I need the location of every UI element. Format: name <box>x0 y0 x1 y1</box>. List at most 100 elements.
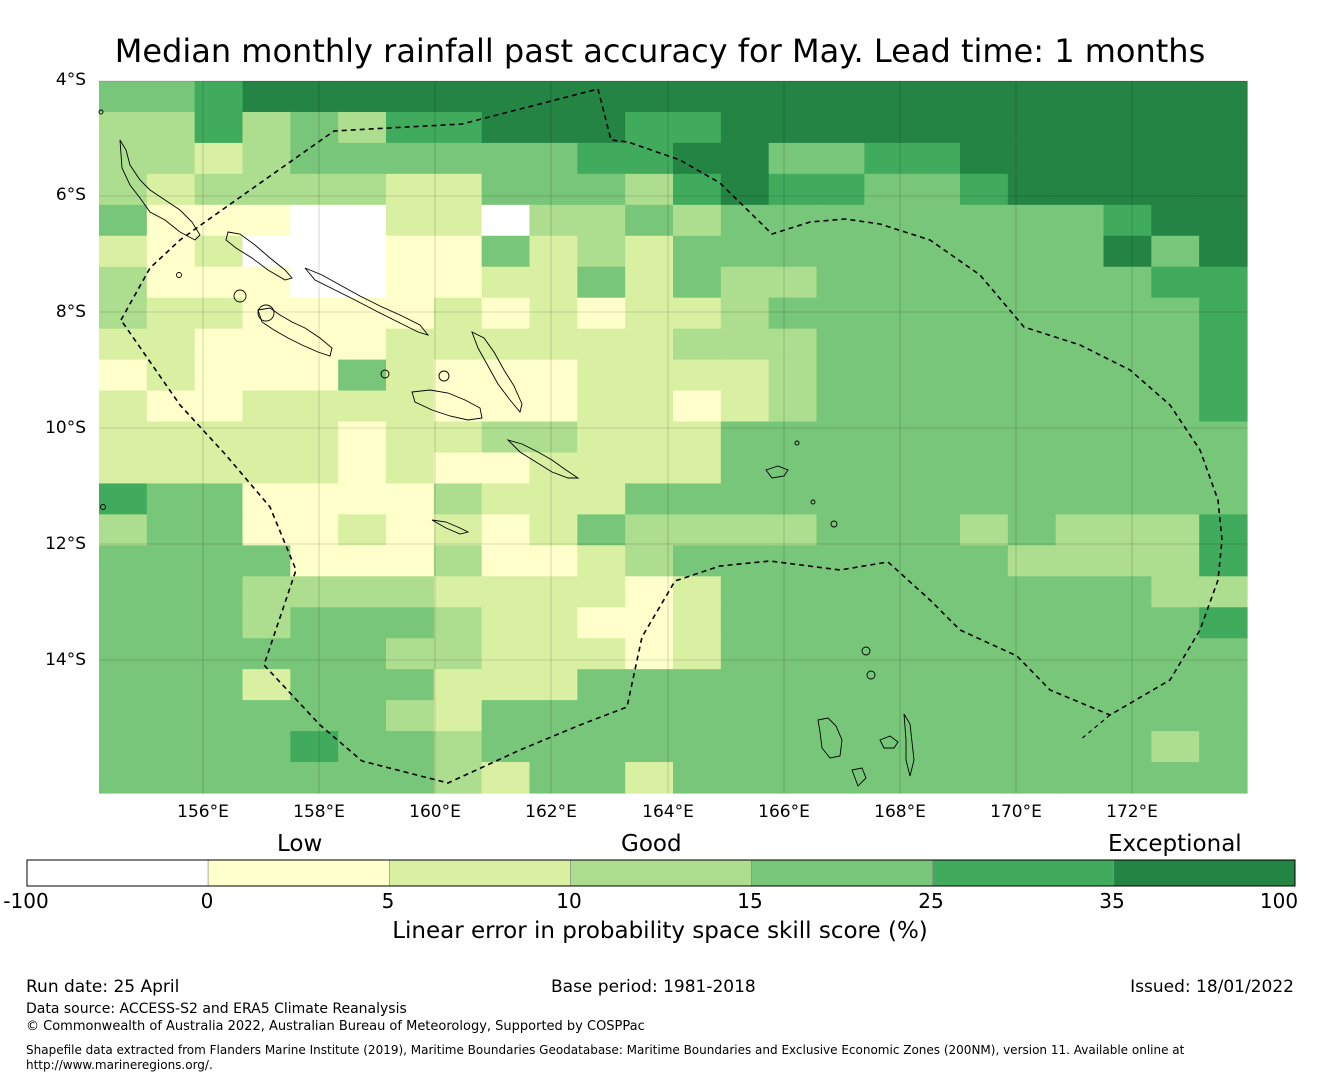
grid-cell <box>1007 421 1057 454</box>
grid-cell <box>577 669 626 701</box>
coast-makira <box>506 439 580 479</box>
grid-cell <box>194 111 244 144</box>
grid-cell <box>720 700 770 732</box>
grid-cell <box>625 483 674 515</box>
colorbar-tick: 10 <box>556 889 582 913</box>
grid-cell <box>194 328 244 361</box>
grid-cell <box>673 607 722 639</box>
grid-cell <box>912 359 961 392</box>
grid-cell <box>912 452 961 485</box>
grid-cell <box>481 421 531 454</box>
lon-label-170e: 170°E <box>990 802 1042 822</box>
grid-cell <box>768 235 818 268</box>
grid-cell <box>960 81 1009 113</box>
grid-cell <box>386 669 435 701</box>
grid-cell <box>433 514 483 546</box>
grid-cell <box>194 359 244 392</box>
grid-cell <box>577 297 626 330</box>
grid-cell <box>242 297 291 330</box>
grid-cell <box>529 359 578 392</box>
grid-cell <box>1151 576 1200 608</box>
grid-cell <box>481 235 531 268</box>
grid-cell <box>1199 235 1248 268</box>
grid-cell <box>529 81 578 113</box>
grid-cell <box>1199 297 1248 330</box>
coast-choiseul <box>225 231 293 281</box>
grid-cell <box>864 142 913 175</box>
run-date: Run date: 25 April <box>26 977 180 997</box>
shapefile-url: http://www.marineregions.org/. <box>26 1058 213 1072</box>
coast-santa-cruz <box>765 465 789 479</box>
grid-cell <box>816 173 865 206</box>
grid-cell <box>338 328 387 361</box>
grid-cell <box>864 390 913 423</box>
grid-cell <box>720 204 770 237</box>
grid-cell <box>1151 483 1200 515</box>
grid-cell <box>99 421 148 454</box>
grid-cell <box>912 731 961 763</box>
grid-cell <box>816 669 865 701</box>
grid-cell <box>577 204 626 237</box>
grid-cell <box>816 545 865 577</box>
colorbar-segment <box>751 859 934 887</box>
grid-cell <box>720 390 770 423</box>
grid-cell <box>1103 421 1152 454</box>
grid-cell <box>529 731 578 763</box>
grid-cell <box>481 762 531 794</box>
grid-cell <box>1151 359 1200 392</box>
grid-cell <box>864 421 913 454</box>
grid-cell <box>386 483 435 515</box>
grid-cell <box>1007 297 1057 330</box>
grid-cell <box>433 111 483 144</box>
coast-rennell <box>431 519 470 535</box>
grid-cell <box>960 514 1009 546</box>
grid-cell <box>481 390 531 423</box>
grid-cell <box>1055 483 1105 515</box>
grid-cell <box>1055 235 1105 268</box>
grid-cell <box>1199 607 1248 639</box>
grid-cell <box>577 111 626 144</box>
grid-cell <box>960 421 1009 454</box>
grid-cell <box>338 700 387 732</box>
grid-cell <box>1007 700 1057 732</box>
grid-cell <box>529 235 578 268</box>
grid-cell <box>433 421 483 454</box>
grid-cell <box>481 514 531 546</box>
coast-islet <box>233 289 247 303</box>
grid-cell <box>386 204 435 237</box>
grid-cell <box>242 514 291 546</box>
grid-cell <box>386 452 435 485</box>
coast-new-georgia <box>257 307 333 357</box>
coast-efate-north <box>851 767 867 787</box>
grid-cell <box>1055 266 1105 299</box>
grid-cell <box>1103 514 1152 546</box>
grid-cell <box>99 452 148 485</box>
copyright: © Commonwealth of Australia 2022, Austra… <box>26 1019 645 1034</box>
grid-cell <box>864 235 913 268</box>
colorbar-segment <box>26 859 209 887</box>
grid-cell <box>673 669 722 701</box>
grid-cell <box>864 576 913 608</box>
grid-cell <box>242 81 291 113</box>
grid-cell <box>912 514 961 546</box>
grid-cell <box>720 762 770 794</box>
grid-cell <box>720 235 770 268</box>
grid-cell <box>99 483 148 515</box>
grid-cell <box>99 700 148 732</box>
grid-cell <box>146 762 196 794</box>
grid-cell <box>625 514 674 546</box>
grid-cell <box>768 607 818 639</box>
grid-cell <box>960 731 1009 763</box>
coast-guadalcanal <box>411 389 483 421</box>
grid-cell <box>194 297 244 330</box>
lat-label-4s: 4°S <box>55 70 86 90</box>
coast-malekula <box>879 735 899 749</box>
grid-cell <box>290 204 339 237</box>
grid-cell <box>577 545 626 577</box>
grid-cell <box>1199 111 1248 144</box>
grid-cell <box>290 328 339 361</box>
grid-cell <box>1055 173 1105 206</box>
grid-cell <box>1151 421 1200 454</box>
grid-cell <box>625 111 674 144</box>
grid-cell <box>960 173 1009 206</box>
